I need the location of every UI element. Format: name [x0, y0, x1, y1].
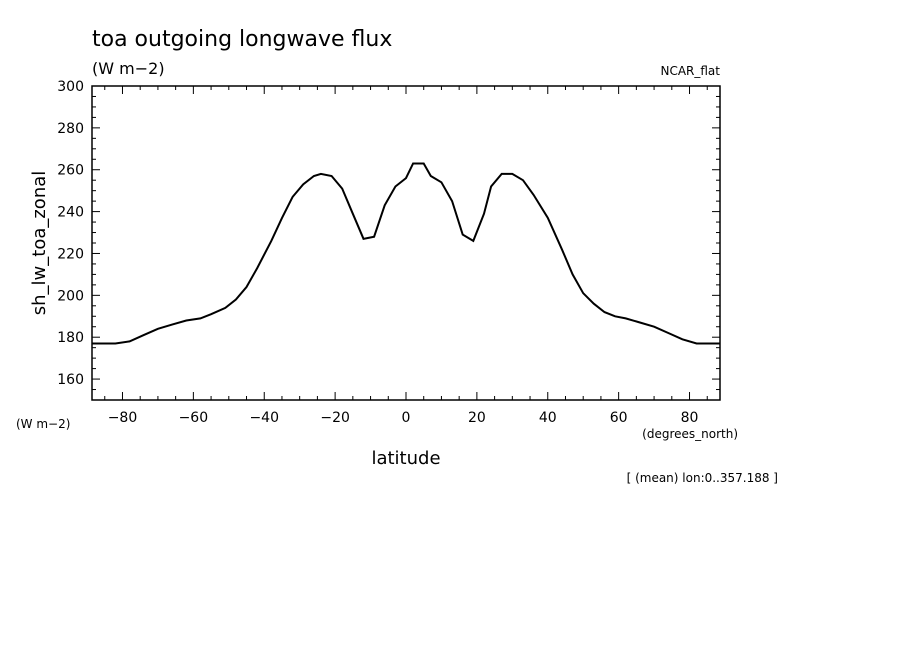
y-tick-label: 300: [57, 79, 84, 95]
x-tick-label: −80: [108, 410, 138, 426]
x-tick-label: 80: [681, 410, 699, 426]
chart-subtitle: (W m−2): [92, 59, 165, 78]
plot-frame: [91, 85, 721, 401]
y-tick-labels: 160 180 200 220 240 260 280 300: [57, 79, 84, 388]
y-tick-label: 280: [57, 121, 84, 137]
x-tick-label: −60: [179, 410, 209, 426]
y-tick-label: 180: [57, 330, 84, 346]
x-tick-label: 20: [468, 410, 486, 426]
x-tick-labels: −80 −60 −40 −20 0 20 40 60 80: [108, 410, 699, 426]
y-tick-label: 200: [57, 288, 84, 304]
x-tick-label: −20: [320, 410, 350, 426]
x-units-label: (degrees_north): [642, 427, 738, 441]
x-tick-label: 40: [539, 410, 557, 426]
y-units-label: (W m−2): [16, 417, 70, 431]
series-line: [92, 162, 720, 345]
y-axis-label: sh_lw_toa_zonal: [29, 171, 50, 316]
footnote: [ (mean) lon:0..357.188 ]: [627, 471, 778, 485]
x-tick-label: 0: [402, 410, 411, 426]
dataset-label: NCAR_flat: [660, 64, 720, 78]
x-tick-label: 60: [610, 410, 628, 426]
y-tick-label: 260: [57, 163, 84, 179]
y-tick-label: 220: [57, 246, 84, 262]
y-tick-label: 240: [57, 205, 84, 221]
x-tick-label: −40: [249, 410, 279, 426]
axis-ticks: [92, 85, 720, 401]
y-tick-label: 160: [57, 372, 84, 388]
x-axis-label: latitude: [371, 448, 440, 469]
chart-title: toa outgoing longwave flux: [92, 27, 392, 52]
